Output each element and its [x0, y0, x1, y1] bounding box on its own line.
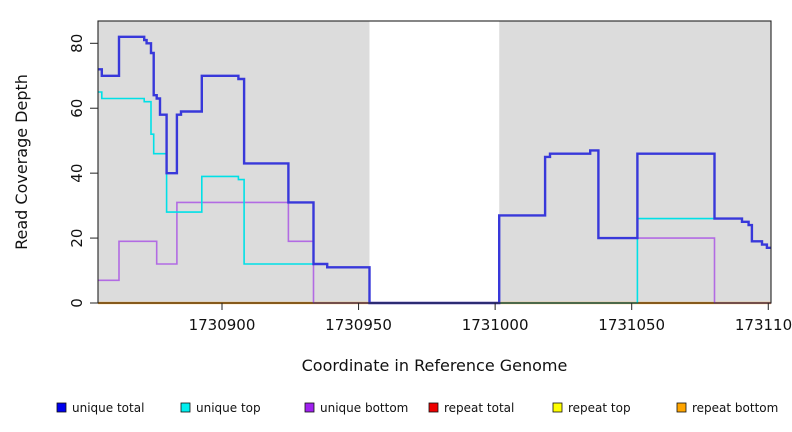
x-tick-label: 1730950 [325, 316, 392, 334]
legend-item-repeat-bottom: repeat bottom [676, 401, 778, 415]
shaded-region [499, 21, 771, 303]
y-axis-ticks: 0 20 40 60 80 [68, 34, 98, 308]
x-tick-label: 1730900 [189, 316, 256, 334]
legend-item-repeat-total: repeat total [428, 401, 514, 415]
shaded-regions [98, 21, 771, 303]
legend-label: unique bottom [320, 401, 408, 415]
legend-swatch [56, 402, 67, 413]
legend-swatch [304, 402, 315, 413]
legend-item-unique-bottom: unique bottom [304, 401, 408, 415]
legend-swatch [180, 402, 191, 413]
y-tick-label: 60 [68, 99, 86, 118]
legend-swatch [428, 402, 439, 413]
legend-label: unique total [72, 401, 144, 415]
plot-box [97, 20, 772, 304]
y-tick-label: 20 [68, 229, 86, 248]
x-axis-title: Coordinate in Reference Genome [302, 356, 568, 375]
y-tick-label: 0 [68, 298, 86, 308]
y-axis-title: Read Coverage Depth [12, 74, 31, 250]
y-tick-label: 80 [68, 34, 86, 53]
shaded-region [98, 21, 370, 303]
y-tick-label: 40 [68, 164, 86, 183]
x-tick-label: 1731050 [598, 316, 665, 334]
x-tick-label: 1731000 [462, 316, 529, 334]
legend-label: repeat bottom [692, 401, 778, 415]
legend-swatch [552, 402, 563, 413]
legend-label: repeat top [568, 401, 631, 415]
legend-item-unique-top: unique top [180, 401, 261, 415]
legend-swatch [676, 402, 687, 413]
legend-label: repeat total [444, 401, 514, 415]
legend-item-unique-total: unique total [56, 401, 144, 415]
series-line-unique-total [98, 35, 771, 305]
legend-item-repeat-top: repeat top [552, 401, 631, 415]
legend: unique total unique top unique bottom repea… [56, 401, 778, 415]
legend-label: unique top [196, 401, 261, 415]
